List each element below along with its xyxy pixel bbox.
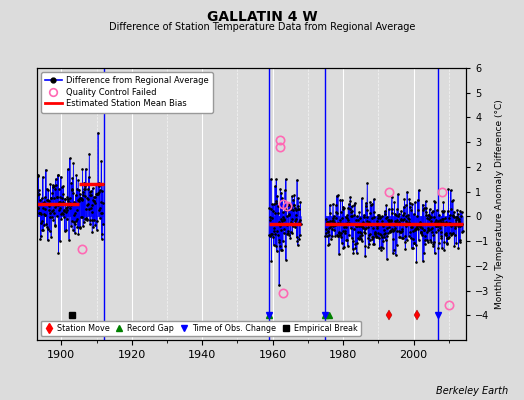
Text: Berkeley Earth: Berkeley Earth [436,386,508,396]
Y-axis label: Monthly Temperature Anomaly Difference (°C): Monthly Temperature Anomaly Difference (… [495,99,504,309]
Legend: Station Move, Record Gap, Time of Obs. Change, Empirical Break: Station Move, Record Gap, Time of Obs. C… [41,320,361,336]
Text: Difference of Station Temperature Data from Regional Average: Difference of Station Temperature Data f… [109,22,415,32]
Text: GALLATIN 4 W: GALLATIN 4 W [206,10,318,24]
